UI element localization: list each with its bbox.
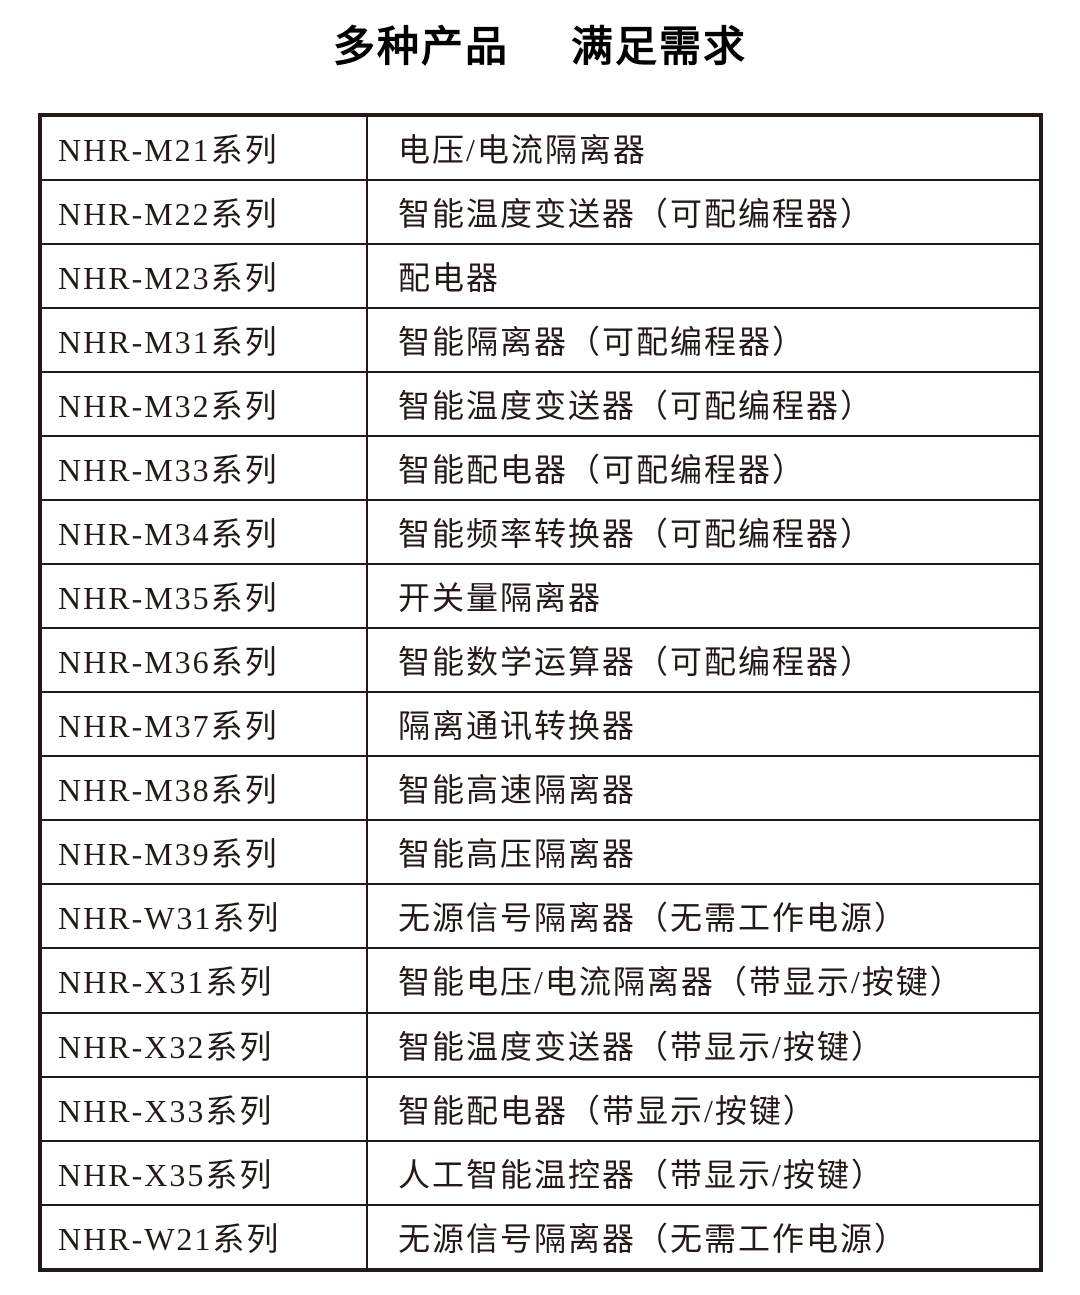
description-cell: 隔离通讯转换器 bbox=[366, 691, 1042, 758]
table-row: NHR-M39系列 智能高压隔离器 bbox=[39, 819, 1042, 886]
series-cell: NHR-M22系列 bbox=[39, 179, 368, 246]
page-title: 多种产品 满足需求 bbox=[0, 22, 1080, 72]
table-row: NHR-M34系列 智能频率转换器（可配编程器） bbox=[39, 499, 1042, 566]
description-cell: 无源信号隔离器（无需工作电源） bbox=[366, 883, 1042, 950]
series-cell: NHR-M38系列 bbox=[39, 755, 368, 822]
table-row: NHR-W21系列 无源信号隔离器（无需工作电源） bbox=[39, 1203, 1042, 1272]
table-row: NHR-M21系列 电压/电流隔离器 bbox=[39, 113, 1042, 182]
series-cell: NHR-M34系列 bbox=[39, 499, 368, 566]
description-cell: 智能电压/电流隔离器（带显示/按键） bbox=[366, 947, 1042, 1014]
table-row: NHR-M33系列 智能配电器（可配编程器） bbox=[39, 435, 1042, 502]
series-cell: NHR-M21系列 bbox=[39, 113, 368, 182]
table-row: NHR-M32系列 智能温度变送器（可配编程器） bbox=[39, 371, 1042, 438]
table-row: NHR-W31系列 无源信号隔离器（无需工作电源） bbox=[39, 883, 1042, 950]
page-title-part1: 多种产品 bbox=[332, 22, 509, 71]
description-cell: 人工智能温控器（带显示/按键） bbox=[366, 1139, 1042, 1206]
series-cell: NHR-M31系列 bbox=[39, 307, 368, 374]
description-cell: 无源信号隔离器（无需工作电源） bbox=[366, 1203, 1042, 1272]
series-cell: NHR-W31系列 bbox=[39, 883, 368, 950]
series-cell: NHR-X32系列 bbox=[39, 1011, 368, 1078]
table-row: NHR-M23系列 配电器 bbox=[39, 243, 1042, 310]
description-cell: 智能数学运算器（可配编程器） bbox=[366, 627, 1042, 694]
series-cell: NHR-X31系列 bbox=[39, 947, 368, 1014]
table-row: NHR-X32系列 智能温度变送器（带显示/按键） bbox=[39, 1011, 1042, 1078]
description-cell: 智能高压隔离器 bbox=[366, 819, 1042, 886]
description-cell: 智能配电器（可配编程器） bbox=[366, 435, 1042, 502]
page-title-part2: 满足需求 bbox=[571, 22, 748, 71]
series-cell: NHR-X35系列 bbox=[39, 1139, 368, 1206]
table-row: NHR-X31系列 智能电压/电流隔离器（带显示/按键） bbox=[39, 947, 1042, 1014]
table-row: NHR-X33系列 智能配电器（带显示/按键） bbox=[39, 1075, 1042, 1142]
table-row: NHR-M22系列 智能温度变送器（可配编程器） bbox=[39, 179, 1042, 246]
table-row: NHR-M38系列 智能高速隔离器 bbox=[39, 755, 1042, 822]
table-row: NHR-X35系列 人工智能温控器（带显示/按键） bbox=[39, 1139, 1042, 1206]
description-cell: 智能温度变送器（可配编程器） bbox=[366, 371, 1042, 438]
table-row: NHR-M37系列 隔离通讯转换器 bbox=[39, 691, 1042, 758]
table-row: NHR-M35系列 开关量隔离器 bbox=[39, 563, 1042, 630]
description-cell: 智能配电器（带显示/按键） bbox=[366, 1075, 1042, 1142]
series-cell: NHR-W21系列 bbox=[39, 1203, 368, 1272]
description-cell: 开关量隔离器 bbox=[366, 563, 1042, 630]
description-cell: 智能频率转换器（可配编程器） bbox=[366, 499, 1042, 566]
series-cell: NHR-X33系列 bbox=[39, 1075, 368, 1142]
series-cell: NHR-M33系列 bbox=[39, 435, 368, 502]
product-series-table: NHR-M21系列 电压/电流隔离器 NHR-M22系列 智能温度变送器（可配编… bbox=[38, 113, 1043, 1272]
description-cell: 智能高速隔离器 bbox=[366, 755, 1042, 822]
description-cell: 配电器 bbox=[366, 243, 1042, 310]
description-cell: 智能隔离器（可配编程器） bbox=[366, 307, 1042, 374]
series-cell: NHR-M32系列 bbox=[39, 371, 368, 438]
table-row: NHR-M36系列 智能数学运算器（可配编程器） bbox=[39, 627, 1042, 694]
description-cell: 智能温度变送器（带显示/按键） bbox=[366, 1011, 1042, 1078]
series-cell: NHR-M23系列 bbox=[39, 243, 368, 310]
series-cell: NHR-M37系列 bbox=[39, 691, 368, 758]
series-cell: NHR-M39系列 bbox=[39, 819, 368, 886]
description-cell: 电压/电流隔离器 bbox=[366, 113, 1042, 182]
series-cell: NHR-M36系列 bbox=[39, 627, 368, 694]
table-row: NHR-M31系列 智能隔离器（可配编程器） bbox=[39, 307, 1042, 374]
series-cell: NHR-M35系列 bbox=[39, 563, 368, 630]
description-cell: 智能温度变送器（可配编程器） bbox=[366, 179, 1042, 246]
